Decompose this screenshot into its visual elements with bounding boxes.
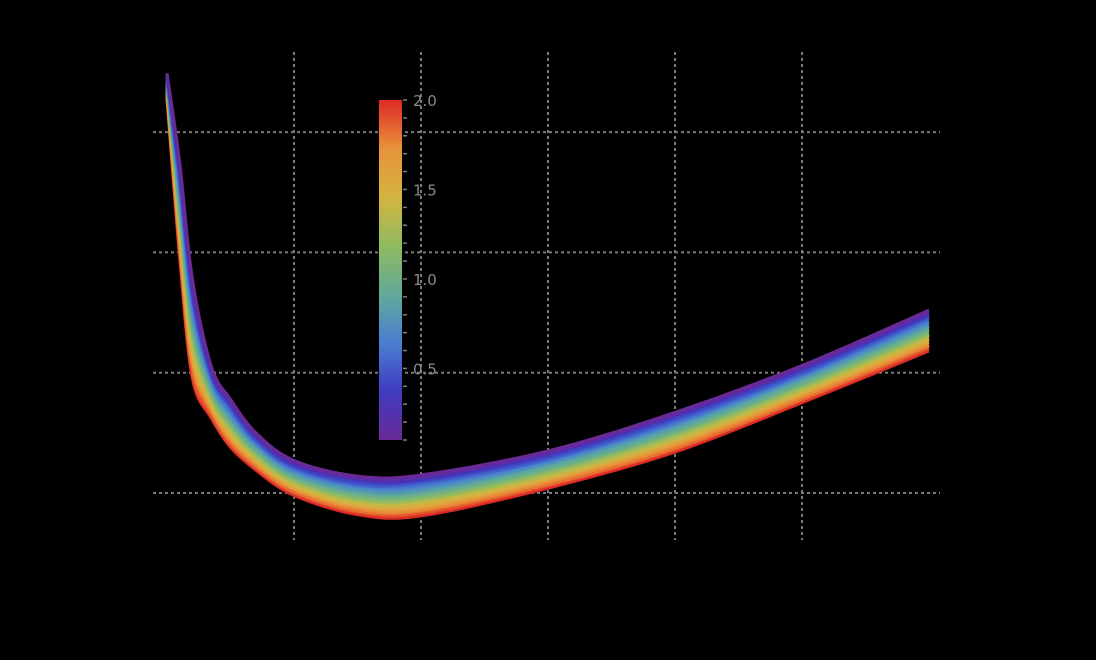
series-lines xyxy=(165,72,930,520)
colorbar: 0.5 1.0 1.5 2.0 xyxy=(379,92,437,441)
series-line-1-0 xyxy=(165,85,930,499)
colorbar-tick-labels: 0.5 1.0 1.5 2.0 xyxy=(413,92,437,378)
series-line-0-6 xyxy=(165,80,930,490)
colorbar-tick-label: 2.0 xyxy=(413,92,437,110)
colorbar-tick-label: 1.0 xyxy=(413,271,437,289)
series-line-1-3 xyxy=(165,89,930,505)
colorbar-gradient xyxy=(379,100,402,440)
colorbar-ticks xyxy=(403,99,407,441)
colorbar-tick-label: 1.5 xyxy=(413,181,437,199)
colorbar-tick-label: 0.5 xyxy=(413,360,437,378)
series-line-0-1 xyxy=(165,72,930,480)
